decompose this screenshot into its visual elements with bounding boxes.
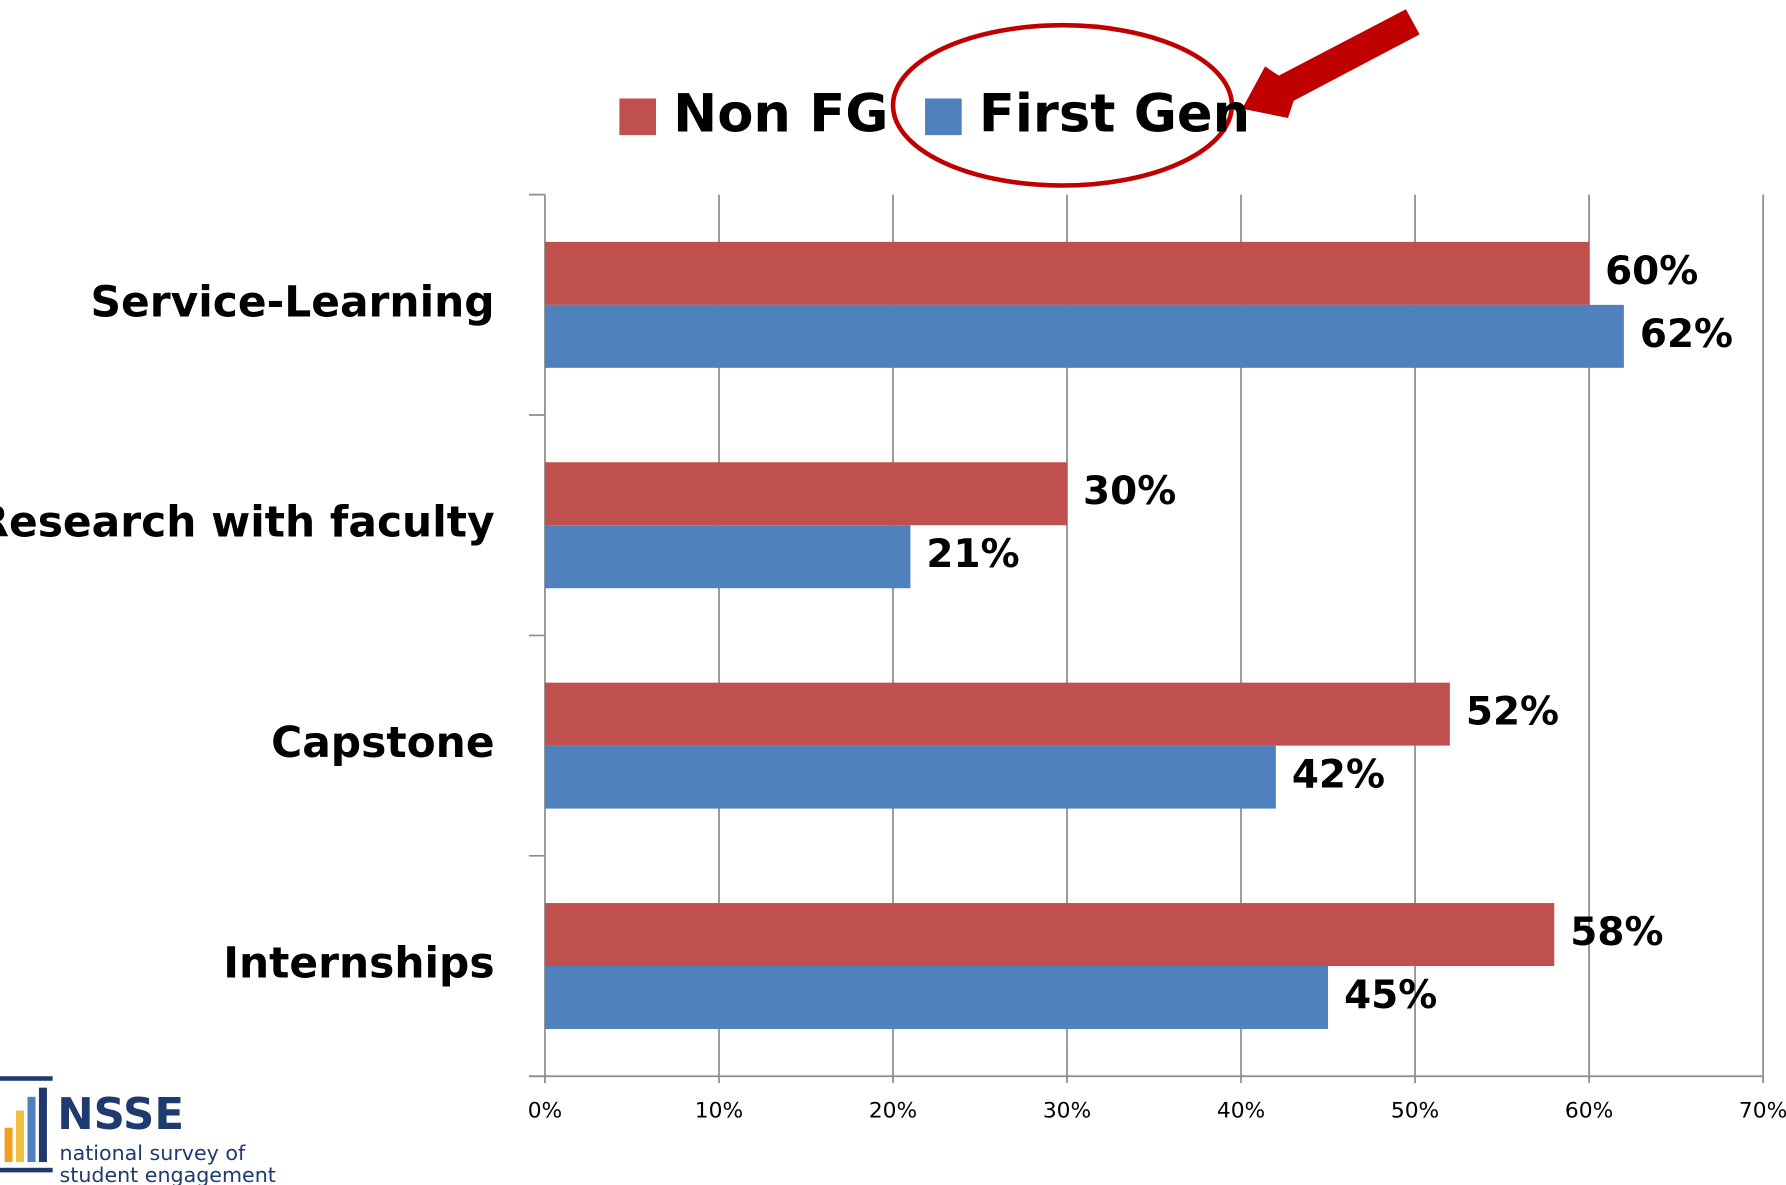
logo-text: student engagement	[60, 1163, 276, 1185]
value-label: 30%	[1083, 469, 1176, 514]
logo-text: national survey of	[60, 1141, 246, 1165]
legend-label: First Gen	[979, 83, 1250, 144]
x-tick-label: 10%	[695, 1099, 743, 1124]
value-label: 21%	[926, 532, 1019, 577]
bar	[544, 903, 1555, 967]
x-tick-label: 0%	[528, 1099, 563, 1124]
logo-name: NSSE	[57, 1090, 184, 1140]
logo-bar	[38, 1087, 47, 1163]
category-label: Service-Learning	[91, 277, 495, 326]
logo-bar	[4, 1127, 13, 1163]
value-label: 45%	[1344, 973, 1437, 1018]
category-label: Research with faculty	[0, 498, 495, 547]
x-tick-label: 40%	[1217, 1099, 1265, 1124]
x-tick-label: 70%	[1739, 1099, 1786, 1124]
highlight-circle	[890, 22, 1235, 188]
value-label: 62%	[1640, 312, 1733, 357]
logo-line	[0, 1076, 53, 1081]
legend-swatch	[619, 98, 657, 136]
category-label: Capstone	[271, 718, 494, 767]
bar	[544, 966, 1329, 1029]
x-tick-label: 30%	[1043, 1099, 1091, 1124]
bar	[544, 525, 911, 589]
value-label: 60%	[1605, 249, 1698, 294]
legend-swatch	[925, 98, 962, 136]
value-label: 58%	[1570, 910, 1663, 955]
value-label: 42%	[1292, 753, 1385, 798]
legend-label: Non FG	[673, 83, 888, 144]
bar	[544, 304, 1624, 368]
bar	[544, 682, 1450, 746]
category-label: Internships	[223, 939, 494, 988]
highlight-arrow	[1242, 9, 1420, 118]
logo-bar	[27, 1096, 36, 1163]
x-tick-label: 60%	[1565, 1099, 1613, 1124]
bar	[544, 241, 1590, 305]
x-tick-label: 20%	[869, 1099, 917, 1124]
logo: NSSE national survey of student engageme…	[0, 1076, 276, 1185]
logo-bar	[16, 1110, 25, 1163]
x-tick-label: 50%	[1391, 1099, 1439, 1124]
logo-line	[0, 1167, 53, 1173]
value-label: 52%	[1466, 690, 1559, 735]
bar	[544, 745, 1276, 809]
bar	[544, 462, 1068, 526]
